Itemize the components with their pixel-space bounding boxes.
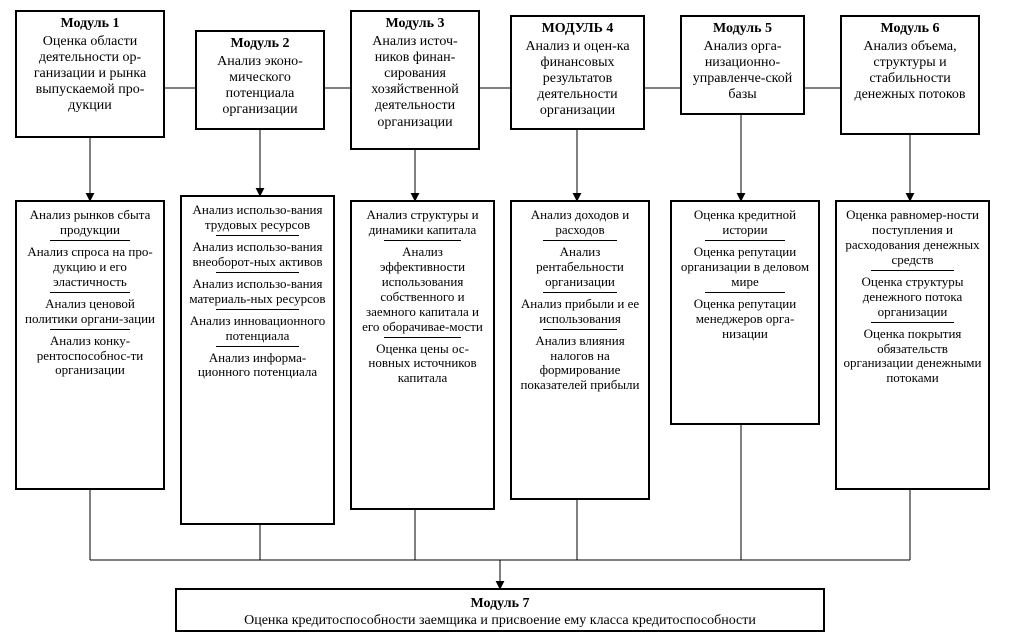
module-box-m7: Модуль 7Оценка кредитоспособности заемщи…	[175, 588, 825, 632]
separator	[384, 240, 461, 241]
detail-box-d3: Анализ структуры и динамики капитала Анал…	[350, 200, 495, 510]
detail-item: Оценка кредитной истории	[678, 208, 812, 238]
module-title: МОДУЛЬ 4	[518, 21, 637, 37]
detail-item: Оценка равномер-ности поступления и расх…	[843, 208, 982, 268]
detail-item: Анализ использо-вания материаль-ных ресу…	[188, 277, 327, 307]
module-box-m4: МОДУЛЬ 4 Анализ и оцен-ка финансовых резу…	[510, 15, 645, 130]
module-body: Анализ орга-низационно-управленче-ской б…	[693, 39, 793, 102]
detail-item: Анализ эффективности использования собст…	[358, 245, 487, 335]
detail-item: Оценка покрытия обязательств организации…	[843, 327, 982, 387]
separator	[384, 337, 461, 338]
detail-item: Оценка цены ос-новных источников капитал…	[358, 342, 487, 387]
separator	[50, 240, 130, 241]
detail-item: Анализ рентабельности организации	[518, 245, 642, 290]
detail-box-d6: Оценка равномер-ности поступления и расх…	[835, 200, 990, 490]
detail-item: Анализ рынков сбыта продукции	[23, 208, 157, 238]
detail-box-d2: Анализ использо-вания трудовых ресурсов А…	[180, 195, 335, 525]
detail-item: Анализ структуры и динамики капитала	[358, 208, 487, 238]
separator	[50, 329, 130, 330]
separator	[216, 272, 299, 273]
detail-box-d1: Анализ рынков сбыта продукции Анализ спро…	[15, 200, 165, 490]
separator	[543, 240, 617, 241]
module-title: Модуль 5	[688, 21, 797, 37]
separator	[871, 270, 954, 271]
detail-item: Анализ ценовой политики органи-зации	[23, 297, 157, 327]
detail-item: Анализ влияния налогов на формирование п…	[518, 334, 642, 394]
separator	[216, 309, 299, 310]
detail-item: Оценка репутации менеджеров орга-низации	[678, 297, 812, 342]
separator	[543, 292, 617, 293]
module-title: Модуль 3	[358, 16, 472, 32]
module-box-m5: Модуль 5 Анализ орга-низационно-управленч…	[680, 15, 805, 115]
module-body: Анализ объема, структуры и стабильности …	[854, 39, 965, 102]
separator	[705, 292, 785, 293]
detail-item: Анализ инновационного потенциала	[188, 314, 327, 344]
module-body: Анализ и оцен-ка финансовых результатов …	[525, 39, 629, 118]
detail-item: Оценка структуры денежного потока органи…	[843, 275, 982, 320]
module-box-m1: Модуль 1 Оценка области деятельности ор-г…	[15, 10, 165, 138]
separator	[871, 322, 954, 323]
separator	[543, 329, 617, 330]
detail-item: Анализ использо-вания внеоборот-ных акти…	[188, 240, 327, 270]
detail-item: Анализ прибыли и ее использования	[518, 297, 642, 327]
separator	[216, 346, 299, 347]
module-title: Модуль 2	[203, 36, 317, 52]
module-body: Оценка области деятельности ор-ганизации…	[34, 34, 146, 113]
detail-item: Анализ доходов и расходов	[518, 208, 642, 238]
module-body: Анализ источ-ников финан-сирования хозяй…	[371, 34, 458, 129]
detail-item: Оценка репутации организации в деловом м…	[678, 245, 812, 290]
module-box-m6: Модуль 6 Анализ объема, структуры и стаби…	[840, 15, 980, 135]
separator	[216, 235, 299, 236]
module-title: Модуль 6	[848, 21, 972, 37]
module-box-m3: Модуль 3 Анализ источ-ников финан-сирован…	[350, 10, 480, 150]
detail-item: Анализ спроса на про-дукцию и его эласти…	[23, 245, 157, 290]
module-body: Оценка кредитоспособности заемщика и при…	[244, 613, 756, 628]
detail-box-d4: Анализ доходов и расходов Анализ рентабел…	[510, 200, 650, 500]
detail-item: Анализ конку-рентоспособнос-ти организац…	[23, 334, 157, 379]
module-title: Модуль 1	[23, 16, 157, 32]
module-box-m2: Модуль 2 Анализ эконо-мического потенциал…	[195, 30, 325, 130]
module-title: Модуль 7	[185, 596, 815, 613]
detail-item: Анализ информа-ционного потенциала	[188, 351, 327, 381]
detail-item: Анализ использо-вания трудовых ресурсов	[188, 203, 327, 233]
separator	[50, 292, 130, 293]
module-body: Анализ эконо-мического потенциала органи…	[217, 54, 303, 117]
separator	[705, 240, 785, 241]
detail-box-d5: Оценка кредитной истории Оценка репутации…	[670, 200, 820, 425]
